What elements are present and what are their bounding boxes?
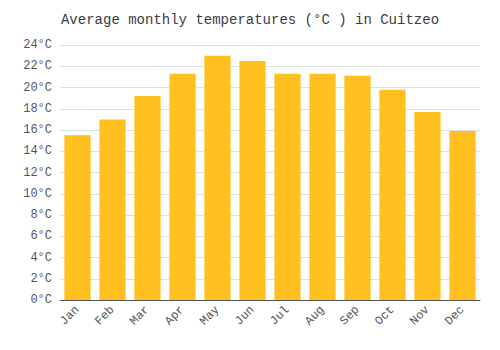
svg-text:Mar: Mar [127, 303, 152, 328]
svg-text:Oct: Oct [372, 303, 397, 328]
svg-text:Sep: Sep [337, 303, 362, 328]
svg-text:Feb: Feb [92, 303, 117, 328]
svg-text:Apr: Apr [162, 303, 187, 328]
svg-text:4°C: 4°C [30, 251, 52, 265]
svg-text:Jun: Jun [232, 303, 257, 328]
svg-text:20°C: 20°C [23, 81, 52, 95]
svg-text:Average monthly temperatures (: Average monthly temperatures (°C ) in Cu… [61, 12, 439, 28]
svg-text:8°C: 8°C [30, 208, 52, 222]
svg-text:18°C: 18°C [23, 102, 52, 116]
svg-text:Nov: Nov [407, 303, 432, 328]
svg-text:Jan: Jan [57, 303, 82, 328]
svg-text:May: May [197, 303, 222, 328]
svg-text:0°C: 0°C [30, 293, 52, 307]
svg-text:2°C: 2°C [30, 272, 52, 286]
svg-text:24°C: 24°C [23, 38, 52, 52]
svg-text:Aug: Aug [302, 303, 327, 328]
svg-text:Dec: Dec [442, 303, 467, 328]
svg-text:Jul: Jul [267, 303, 292, 328]
svg-text:14°C: 14°C [23, 144, 52, 158]
svg-text:16°C: 16°C [23, 123, 52, 137]
svg-text:22°C: 22°C [23, 59, 52, 73]
svg-text:10°C: 10°C [23, 187, 52, 201]
svg-text:12°C: 12°C [23, 166, 52, 180]
svg-text:6°C: 6°C [30, 229, 52, 243]
